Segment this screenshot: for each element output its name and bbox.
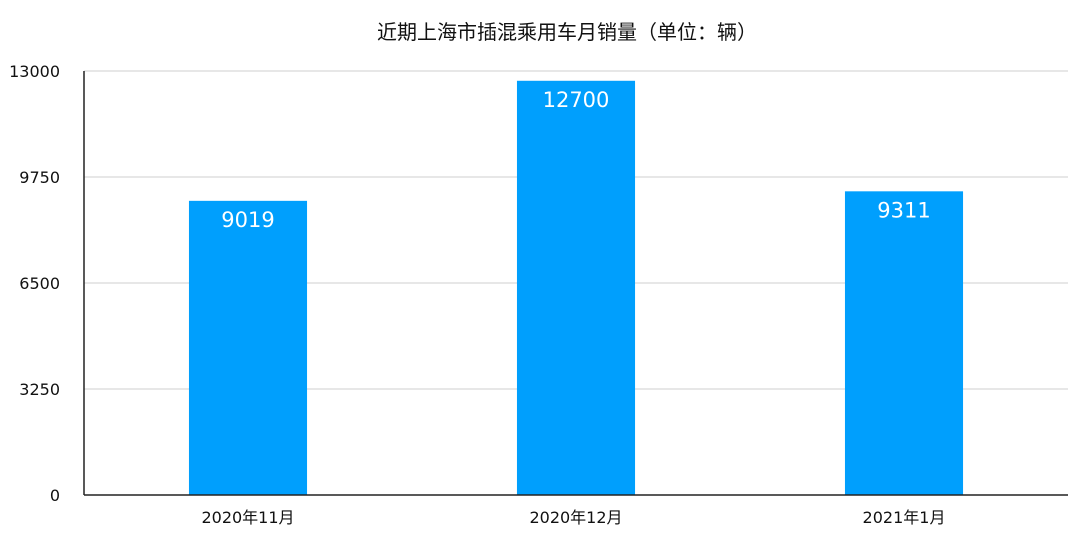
bar-value-label: 9311 — [877, 198, 930, 222]
y-tick-label: 13000 — [9, 62, 60, 81]
bar — [844, 191, 964, 495]
axes — [83, 71, 1068, 496]
y-axis-ticks: 0 3250 6500 9750 13000 — [9, 62, 60, 505]
bars — [188, 80, 964, 496]
bar — [516, 80, 636, 496]
y-tick-label: 6500 — [19, 274, 60, 293]
data-labels: 9019 12700 9311 — [221, 88, 930, 232]
bar-value-label: 9019 — [221, 208, 274, 232]
x-tick-label: 2020年11月 — [201, 508, 294, 527]
x-axis-ticks: 2020年11月 2020年12月 2021年1月 — [201, 508, 945, 527]
bar — [188, 200, 308, 495]
y-tick-label: 9750 — [19, 168, 60, 187]
chart-title: 近期上海市插混乘用车月销量（单位：辆） — [377, 20, 757, 44]
y-tick-label: 0 — [50, 486, 60, 505]
x-tick-label: 2021年1月 — [863, 508, 946, 527]
x-tick-label: 2020年12月 — [529, 508, 622, 527]
y-tick-label: 3250 — [19, 380, 60, 399]
bar-value-label: 12700 — [543, 88, 610, 112]
